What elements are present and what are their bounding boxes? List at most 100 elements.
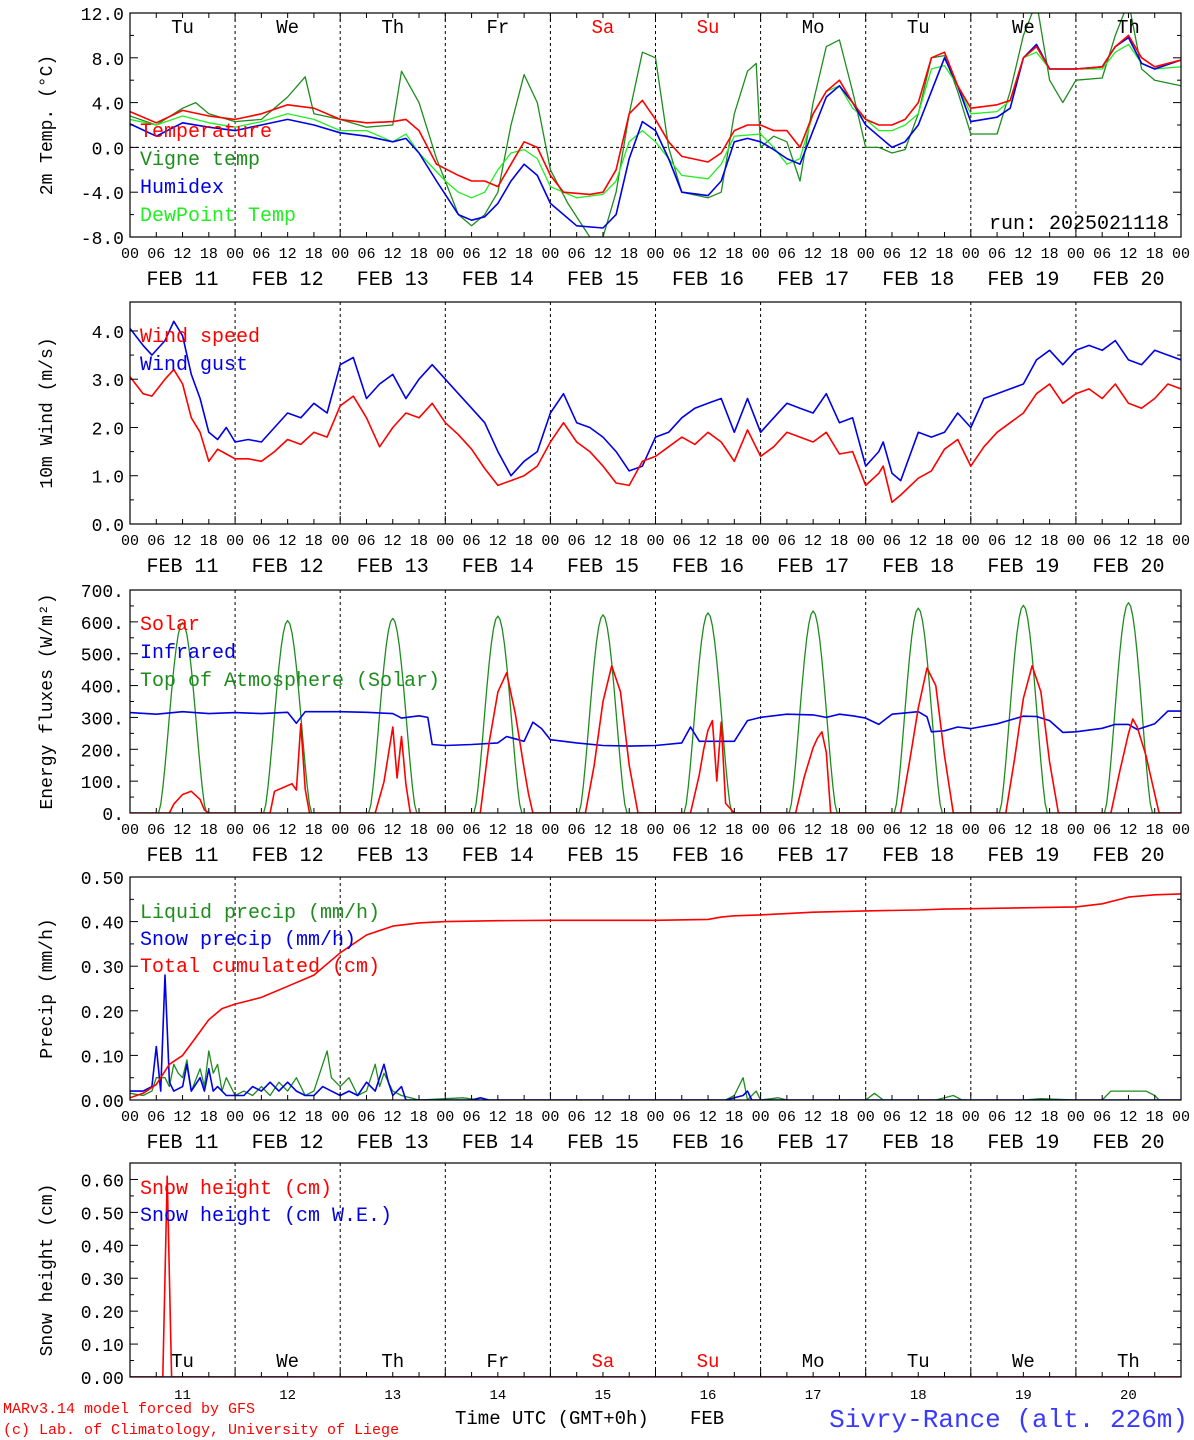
x-hour-label: 06 — [568, 822, 586, 839]
x-hour-label: 18 — [830, 822, 848, 839]
x-hour-label: 06 — [357, 246, 375, 263]
x-hour-label: 06 — [1093, 246, 1111, 263]
weekday-label: Mo — [802, 1351, 825, 1373]
y-tick-label: 600. — [81, 615, 124, 635]
x-day-number: 11 — [174, 1388, 191, 1404]
legend-entry: Liquid precip (mm/h) — [140, 902, 380, 925]
x-hour-label: 00 — [1172, 246, 1190, 263]
series-group — [130, 1175, 1181, 1377]
x-hour-label: 06 — [147, 246, 165, 263]
x-day-number: 19 — [1015, 1388, 1032, 1404]
x-hour-label: 06 — [778, 246, 796, 263]
x-hour-label: 18 — [305, 533, 323, 550]
y-tick-label: -4.0 — [81, 185, 124, 205]
y-tick-label: 3.0 — [92, 372, 124, 392]
x-hour-label: 06 — [252, 822, 270, 839]
y-axis-label: Energy fluxes (W/m²) — [38, 593, 58, 809]
y-tick-label: 0. — [102, 806, 124, 826]
x-hour-label: 00 — [962, 533, 980, 550]
x-date-label: FEB 14 — [462, 556, 534, 579]
y-tick-label: 4.0 — [92, 324, 124, 344]
series-group — [130, 320, 1181, 504]
weekday-label: Th — [1117, 17, 1140, 39]
weekday-label: Th — [381, 17, 404, 39]
x-hour-label: 00 — [226, 1109, 244, 1126]
x-date-label: FEB 19 — [987, 845, 1059, 868]
x-hour-label: 06 — [1093, 1109, 1111, 1126]
x-hour-label: 06 — [988, 1109, 1006, 1126]
x-hour-label: 18 — [830, 533, 848, 550]
x-hour-label: 00 — [646, 533, 664, 550]
y-tick-label: 0.30 — [81, 1271, 124, 1291]
series-line-vigne-temp — [130, 13, 1181, 237]
site-label: Sivry-Rance (alt. 226m) — [829, 1405, 1188, 1435]
x-date-label: FEB 12 — [252, 556, 324, 579]
x-hour-label: 00 — [436, 1109, 454, 1126]
plot-frame — [129, 12, 1182, 238]
x-hour-label: 18 — [410, 1109, 428, 1126]
x-hour-label: 18 — [1041, 246, 1059, 263]
legend-entry: Snow precip (mm/h) — [140, 929, 356, 952]
x-hour-label: 18 — [515, 533, 533, 550]
x-hour-label: 06 — [568, 246, 586, 263]
x-hour-label: 06 — [883, 246, 901, 263]
series-line-solar — [130, 665, 1181, 813]
x-hour-label: 12 — [594, 822, 612, 839]
x-hour-label: 12 — [909, 246, 927, 263]
series-group — [130, 602, 1181, 813]
x-hour-label: 00 — [1172, 822, 1190, 839]
x-hour-label: 06 — [252, 246, 270, 263]
weekday-label: Sa — [592, 17, 615, 39]
x-hour-label: 18 — [410, 822, 428, 839]
weekday-label: Tu — [171, 17, 194, 39]
x-hour-label: 06 — [1093, 533, 1111, 550]
x-hour-label: 18 — [410, 533, 428, 550]
y-tick-label: 0.0 — [92, 517, 124, 537]
x-hour-label: 00 — [331, 1109, 349, 1126]
x-hour-label: 06 — [357, 533, 375, 550]
x-hour-label: 06 — [673, 246, 691, 263]
x-hour-label: 18 — [1146, 822, 1164, 839]
x-hour-label: 00 — [752, 533, 770, 550]
legend-entry: Wind gust — [140, 354, 248, 377]
weekday-label: We — [276, 1351, 299, 1373]
x-date-label: FEB 15 — [567, 845, 639, 868]
x-hour-label: 12 — [909, 822, 927, 839]
x-hour-label: 06 — [568, 1109, 586, 1126]
x-date-label: FEB 17 — [777, 1132, 849, 1155]
x-date-label: FEB 12 — [252, 269, 324, 292]
x-date-label: FEB 15 — [567, 556, 639, 579]
x-hour-label: 00 — [1172, 533, 1190, 550]
x-hour-label: 00 — [121, 246, 139, 263]
x-hour-label: 18 — [200, 246, 218, 263]
weekday-label: Fr — [486, 17, 509, 39]
x-hour-label: 12 — [384, 246, 402, 263]
x-date-label: FEB 15 — [567, 269, 639, 292]
legend-entry: Top of Atmosphere (Solar) — [140, 670, 440, 693]
x-hour-label: 18 — [620, 533, 638, 550]
x-hour-label: 12 — [699, 533, 717, 550]
panel-2: 0.0 1.0 2.0 3.0 4.0 10m Wind (m/s) 00 06 12 18 00 0… — [38, 301, 1190, 579]
y-tick-label: 0.0 — [92, 140, 124, 160]
panel-5: 0.00 0.10 0.20 0.30 0.40 0.50 0.60 Snow height … — [38, 1162, 1182, 1404]
x-hour-label: 18 — [725, 1109, 743, 1126]
time-axis-label: Time UTC (GMT+0h) — [455, 1408, 649, 1430]
x-hour-label: 00 — [121, 1109, 139, 1126]
x-hour-label: 00 — [1172, 1109, 1190, 1126]
legend-entry: DewPoint Temp — [140, 205, 296, 228]
x-hour-label: 00 — [436, 822, 454, 839]
x-hour-label: 00 — [1067, 533, 1085, 550]
x-hour-label: 06 — [463, 1109, 481, 1126]
x-hour-label: 18 — [515, 1109, 533, 1126]
x-hour-label: 18 — [1146, 1109, 1164, 1126]
x-date-label: FEB 13 — [357, 269, 429, 292]
x-date-label: FEB 11 — [147, 1132, 219, 1155]
x-hour-label: 00 — [857, 533, 875, 550]
x-hour-label: 12 — [384, 533, 402, 550]
x-hour-label: 06 — [147, 1109, 165, 1126]
x-hour-label: 06 — [883, 533, 901, 550]
x-hour-label: 00 — [962, 1109, 980, 1126]
y-tick-label: 0.10 — [81, 1337, 124, 1357]
x-hour-label: 18 — [1041, 533, 1059, 550]
meteogram-panels: -8.0 -4.0 0.0 4.0 8.0 12.0 2m Temp. (°C) 00 06 12… — [38, 6, 1190, 1404]
